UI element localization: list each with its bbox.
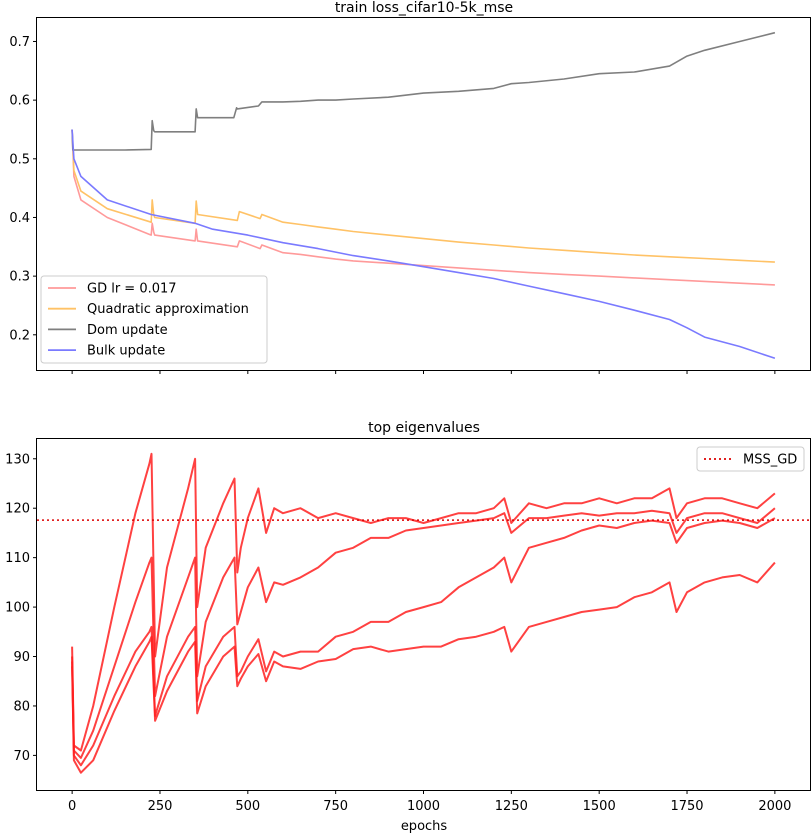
x-tick-label: 1750 [670,799,703,814]
eigenvalue-y-axis: 70 80 90 100 110 120 130 [5,452,37,764]
loss-series-line-1 [71,129,775,263]
legend-label: MSS_GD [743,453,797,468]
y-tick-label: 0.4 [9,211,30,226]
loss-series-line-0 [71,129,775,286]
x-tick-label: 250 [148,799,173,814]
legend-label: GD lr = 0.017 [87,282,177,297]
y-tick-label: 0.2 [9,328,30,343]
legend-box [40,275,268,364]
x-tick-label: 1250 [495,799,528,814]
y-tick-label: 70 [13,749,30,764]
eigenvalue-series-line-1 [71,517,776,767]
y-tick-label: 0.6 [9,94,30,109]
y-tick-label: 90 [13,650,30,665]
loss-series-line-3 [71,129,776,360]
eigenvalue-series-line-0 [71,561,776,774]
eigenvalue-x-axis: 0 250 500 750 1000 1250 1500 1750 2000 [68,790,791,814]
loss-series-group [71,31,776,360]
y-tick-label: 120 [5,502,30,517]
legend-label: Quadratic approximation [87,302,249,317]
legend-label: Bulk update [87,344,165,359]
loss-panel: train loss_cifar10-5k_mse 0.20.30.40.50.… [9,0,811,374]
x-tick-label: 1000 [407,799,440,814]
eigenvalue-title: top eigenvalues [368,420,480,436]
loss-series-line-2 [71,31,776,151]
y-tick-label: 0.5 [9,152,30,167]
y-tick-label: 80 [13,699,30,714]
x-tick-label: 2000 [758,799,791,814]
eigenvalue-series-group [71,452,776,774]
legend-box [696,446,805,472]
loss-title: train loss_cifar10-5k_mse [335,0,513,16]
y-tick-label: 130 [5,452,30,467]
eigenvalue-series-line-2 [71,507,776,759]
y-tick-label: 100 [5,601,30,616]
x-axis-label: epochs [401,819,448,833]
legend-label: Dom update [87,323,168,338]
loss-y-axis: 0.2 0.3 0.4 0.5 0.6 0.7 [9,35,37,343]
x-tick-label: 1500 [583,799,616,814]
y-tick-label: 110 [5,551,30,566]
y-tick-label: 0.7 [9,35,30,50]
x-tick-label: 750 [323,799,348,814]
y-tick-label: 0.3 [9,270,30,285]
x-tick-label: 500 [235,799,260,814]
loss-legend: GD lr = 0.017 Quadratic approximation Dom … [40,275,268,364]
eigenvalue-series-line-3 [71,452,776,752]
eigenvalue-legend: MSS_GD [696,446,805,472]
x-tick-label: 0 [68,799,76,814]
